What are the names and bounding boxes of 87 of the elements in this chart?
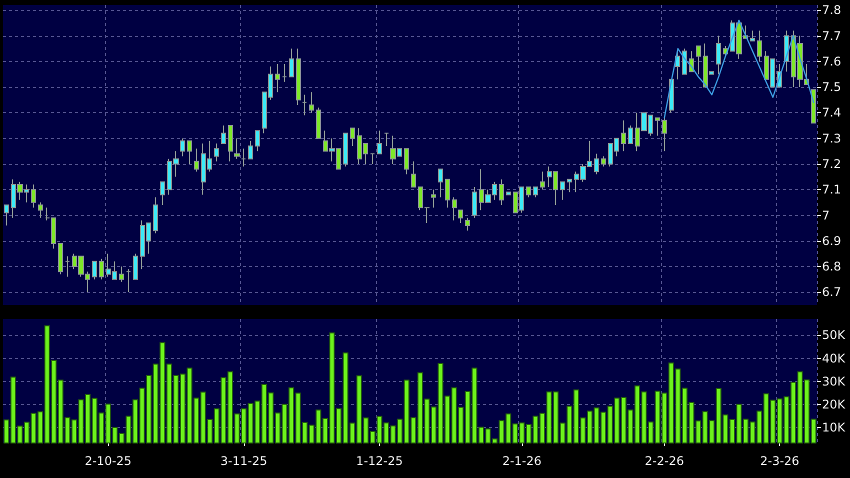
candlestick: [234, 138, 240, 160]
candlestick: [431, 189, 436, 208]
y-tick-label: 7.8: [822, 3, 842, 18]
y-tick-label: 40K: [822, 351, 846, 366]
candlestick: [384, 132, 389, 147]
y-tick-label: 6.8: [822, 260, 842, 274]
candlestick: [716, 35, 721, 75]
x-tick-label: 2-1-26: [502, 454, 542, 468]
candlestick: [255, 130, 260, 152]
candlestick: [499, 178, 504, 206]
candlestick: [533, 186, 538, 198]
candlestick: [302, 94, 307, 116]
candlestick: [452, 196, 457, 221]
candlestick: [248, 140, 253, 160]
candlestick: [628, 125, 633, 144]
candlestick: [540, 171, 545, 190]
candlestick: [275, 63, 280, 93]
candlestick: [472, 186, 477, 218]
candlestick: [214, 142, 219, 162]
candlestick: [309, 92, 314, 114]
candlestick: [316, 107, 321, 139]
candlestick: [757, 30, 762, 62]
candlestick: [682, 48, 687, 75]
candlestick: [526, 186, 531, 198]
candlestick: [65, 256, 70, 278]
y-tick-label: 7: [822, 208, 830, 222]
x-tick-label: 3-11-25: [220, 454, 268, 468]
candlestick: [445, 178, 450, 208]
candlestick: [506, 192, 511, 196]
candlestick: [621, 120, 626, 152]
candlestick: [662, 117, 667, 152]
candlestick: [377, 130, 382, 154]
candlestick: [282, 63, 287, 82]
y-tick-label: 7.2: [822, 156, 842, 171]
candlestick: [92, 260, 97, 280]
candlestick: [4, 204, 9, 226]
candlestick: [289, 48, 294, 78]
line-series: [664, 20, 814, 118]
candlestick: [696, 46, 701, 75]
candlestick: [38, 202, 43, 218]
candlestick: [180, 138, 185, 157]
candlestick: [811, 89, 816, 124]
y-tick-label: 30K: [822, 374, 846, 388]
y-tick-label: 6.9: [822, 234, 842, 248]
y-tick-label: 7.7: [822, 28, 842, 43]
candlestick: [58, 242, 63, 275]
candlestick: [404, 148, 409, 175]
candlestick: [601, 156, 606, 168]
candlestick: [187, 140, 192, 164]
candlestick: [194, 148, 199, 172]
candlestick: [438, 168, 443, 198]
candlestick: [675, 50, 680, 80]
y-tick-label: 7.1: [822, 182, 842, 197]
y-tick-label: 20K: [822, 398, 846, 412]
candlestick: [350, 128, 355, 147]
candlestick: [241, 148, 246, 168]
candlestick: [296, 48, 301, 106]
y-tick-label: 7.6: [822, 54, 842, 68]
y-tick-label: 6.7: [822, 285, 842, 300]
y-tick-label: 50K: [822, 328, 846, 342]
candlestick: [119, 266, 124, 282]
x-tick-label: 2-2-26: [644, 454, 684, 468]
candlestick: [126, 268, 131, 293]
y-tick-label: 10K: [822, 420, 846, 435]
y-tick-label: 7.4: [822, 106, 842, 120]
candlestick: [411, 160, 416, 188]
candlestick: [750, 30, 755, 42]
candlestick: [133, 253, 138, 280]
candlestick: [458, 210, 463, 224]
candlestick: [655, 117, 660, 136]
candlestick: [99, 258, 104, 280]
candlestick: [343, 132, 348, 168]
candlestick: [567, 178, 572, 193]
y-tick-label: 7.5: [822, 80, 842, 94]
candlestick: [594, 153, 599, 175]
candlestick: [153, 196, 158, 234]
x-tick-label: 1-12-25: [356, 454, 403, 468]
candlestick: [160, 181, 165, 206]
candlestick: [31, 184, 36, 208]
candlestick: [221, 125, 226, 144]
candlestick: [465, 217, 470, 232]
candlestick: [228, 125, 233, 162]
y-tick-label: 7.3: [822, 131, 842, 146]
x-tick-label: 2-3-26: [760, 454, 800, 468]
x-tick-label: 2-10-25: [84, 454, 132, 468]
candlestick: [560, 181, 565, 200]
candlestick: [370, 153, 375, 164]
